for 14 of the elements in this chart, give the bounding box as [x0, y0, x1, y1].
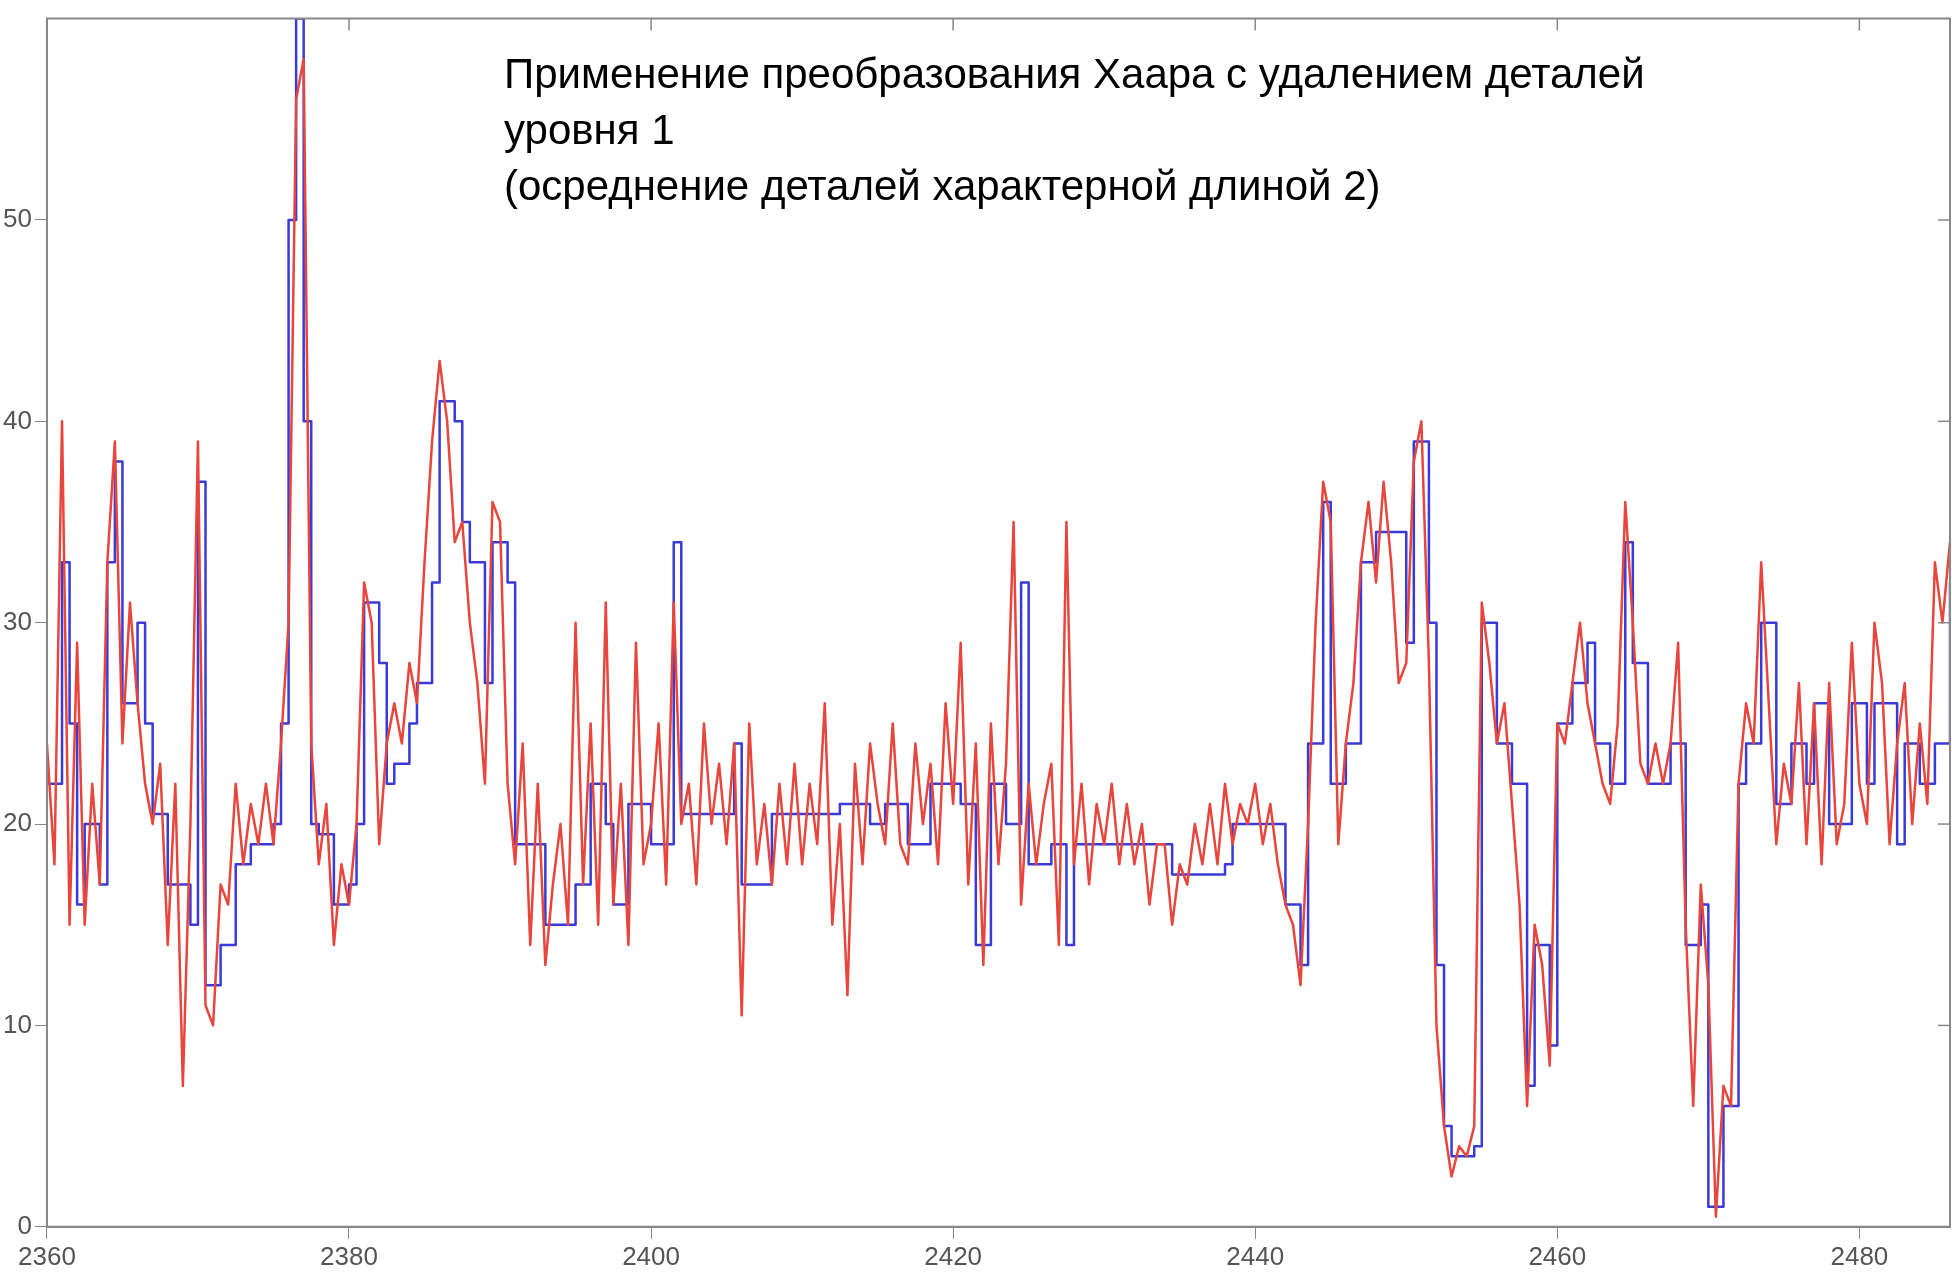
x-tick-label: 2380: [320, 1240, 378, 1271]
y-tick-label: 40: [3, 404, 32, 435]
x-tick-label: 2480: [1830, 1240, 1889, 1271]
x-tick-label: 2400: [622, 1240, 680, 1271]
y-tick-label: 10: [3, 1008, 32, 1039]
y-tick-label: 30: [3, 605, 32, 636]
x-tick-label: 2360: [18, 1240, 76, 1271]
y-tick-label: 20: [3, 807, 32, 838]
text: Применение преобразования Хаара с удалением деталей уровня 1 (осреднение деталей характерной длиной 2): [504, 49, 1645, 211]
x-tick-label: 2440: [1226, 1240, 1285, 1271]
x-tick-label: 2460: [1528, 1240, 1587, 1271]
y-tick-label: 50: [3, 203, 32, 234]
y-tick-label: 0: [17, 1209, 32, 1240]
x-tick-label: 2420: [924, 1240, 983, 1271]
